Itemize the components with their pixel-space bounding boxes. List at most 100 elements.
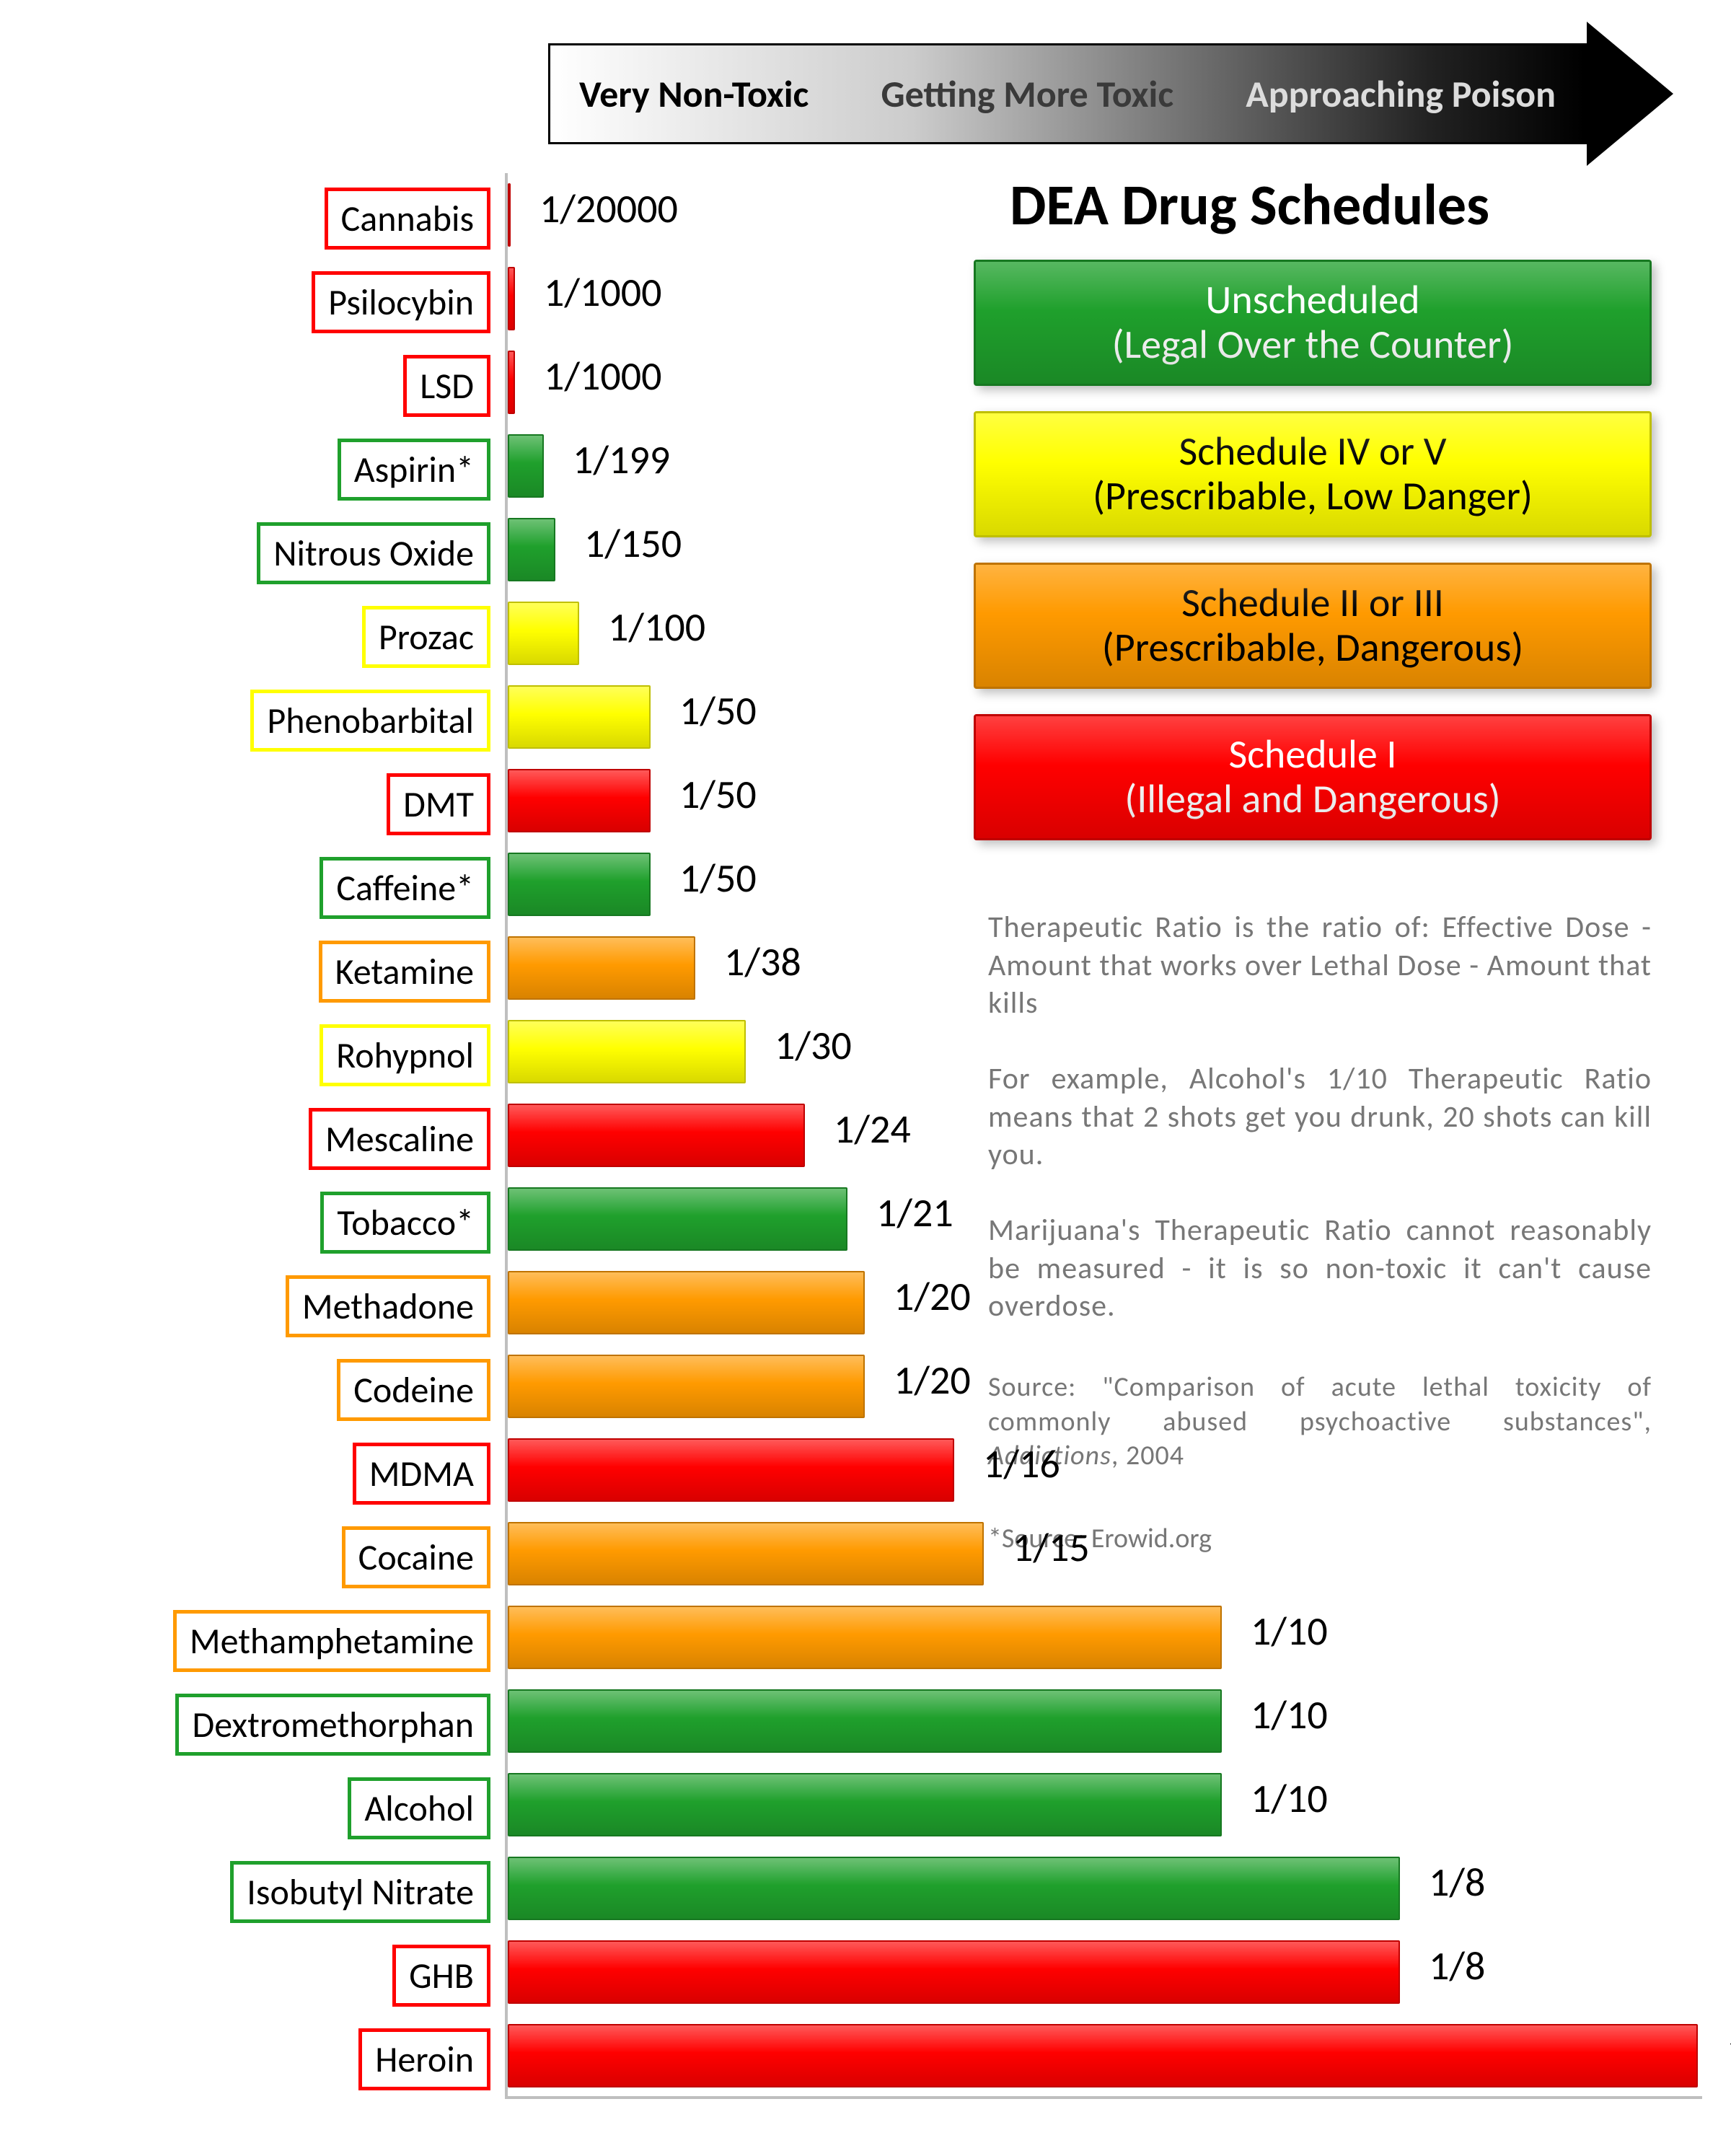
chart-row: DMT 1/50 bbox=[101, 759, 1702, 842]
chart-row: Caffeine* 1/50 bbox=[101, 842, 1702, 926]
drug-label: MDMA bbox=[353, 1443, 490, 1505]
drug-bar bbox=[508, 936, 695, 1000]
drug-ratio-value: 1/10 bbox=[1251, 1607, 1328, 1656]
arrow-label-poison: Approaching Poison bbox=[1246, 71, 1556, 117]
chart-row: Rohypnol 1/30 bbox=[101, 1010, 1702, 1094]
drug-bar bbox=[508, 853, 651, 916]
bar-chart: Cannabis 1/20000 Psilocybin 1/1000 LSD 1/1000… bbox=[101, 173, 1702, 2121]
drug-bar bbox=[508, 685, 651, 749]
drug-label: Caffeine* bbox=[320, 857, 490, 919]
drug-ratio-value: 1/20 bbox=[894, 1272, 971, 1321]
drug-bar bbox=[508, 1773, 1222, 1836]
arrow-shaft: Very Non-Toxic Getting More Toxic Approa… bbox=[548, 43, 1587, 144]
chart-row: Prozac 1/100 bbox=[101, 591, 1702, 675]
drug-label: Tobacco* bbox=[320, 1192, 490, 1254]
drug-bar bbox=[508, 1271, 865, 1334]
chart-row: Heroin1/6 bbox=[101, 2014, 1702, 2098]
drug-bar bbox=[508, 1355, 865, 1418]
arrow-head-icon bbox=[1587, 22, 1673, 166]
chart-row: Methadone 1/20 bbox=[101, 1261, 1702, 1345]
drug-bar bbox=[508, 1606, 1222, 1669]
drug-bar bbox=[508, 769, 651, 832]
drug-ratio-value: 1/100 bbox=[608, 603, 705, 652]
drug-ratio-value: 1/24 bbox=[834, 1105, 911, 1154]
drug-ratio-value: 1/21 bbox=[876, 1189, 953, 1238]
drug-label: Psilocybin bbox=[312, 271, 490, 333]
drug-ratio-value: 1/1000 bbox=[544, 268, 662, 317]
drug-bar bbox=[508, 1020, 746, 1083]
drug-label: Alcohol bbox=[348, 1777, 490, 1839]
chart-row: Nitrous Oxide 1/150 bbox=[101, 508, 1702, 591]
drug-bar bbox=[508, 1438, 954, 1502]
drug-ratio-value: 1/50 bbox=[679, 854, 757, 903]
drug-label: Mescaline bbox=[309, 1108, 490, 1170]
drug-bar bbox=[508, 1522, 984, 1585]
chart-row: Methamphetamine 1/10 bbox=[101, 1596, 1702, 1679]
drug-ratio-value: 1/15 bbox=[1013, 1523, 1090, 1572]
drug-label: LSD bbox=[403, 355, 490, 417]
drug-ratio-value: 1/50 bbox=[679, 770, 757, 819]
drug-bar bbox=[508, 1940, 1400, 2004]
drug-bar bbox=[508, 351, 515, 414]
drug-label: Dextromethorphan bbox=[175, 1694, 490, 1756]
drug-label: Rohypnol bbox=[320, 1024, 490, 1086]
drug-ratio-value: 1/20000 bbox=[539, 185, 678, 234]
drug-label: Aspirin* bbox=[338, 439, 490, 501]
drug-bar bbox=[508, 1187, 847, 1251]
drug-label: Cocaine bbox=[342, 1526, 490, 1588]
chart-row: Aspirin* 1/199 bbox=[101, 424, 1702, 508]
drug-bar bbox=[508, 267, 515, 330]
drug-label: Nitrous Oxide bbox=[257, 522, 490, 584]
drug-bar bbox=[508, 1689, 1222, 1753]
chart-row: Ketamine 1/38 bbox=[101, 926, 1702, 1010]
drug-ratio-value: 1/8 bbox=[1429, 1858, 1485, 1907]
drug-label: DMT bbox=[387, 773, 490, 835]
drug-ratio-value: 1/38 bbox=[724, 938, 801, 987]
drug-label: Heroin bbox=[358, 2028, 490, 2090]
drug-bar bbox=[508, 602, 579, 665]
drug-ratio-value: 1/20 bbox=[894, 1356, 971, 1405]
drug-label: Prozac bbox=[362, 606, 490, 668]
drug-ratio-value: 1/16 bbox=[983, 1440, 1060, 1489]
chart-row: LSD 1/1000 bbox=[101, 340, 1702, 424]
arrow-label-more-toxic: Getting More Toxic bbox=[881, 71, 1173, 117]
drug-bar bbox=[508, 434, 544, 498]
toxicity-arrow: Very Non-Toxic Getting More Toxic Approa… bbox=[548, 43, 1673, 144]
chart-row: Cannabis 1/20000 bbox=[101, 173, 1702, 257]
chart-row: GHB 1/8 bbox=[101, 1930, 1702, 2014]
drug-label: Cannabis bbox=[325, 188, 490, 250]
drug-bar bbox=[508, 183, 511, 247]
drug-label: Isobutyl Nitrate bbox=[230, 1861, 490, 1923]
drug-ratio-value: 1/30 bbox=[775, 1021, 852, 1070]
chart-row: Codeine 1/20 bbox=[101, 1345, 1702, 1428]
arrow-label-nontoxic: Very Non-Toxic bbox=[579, 71, 809, 117]
drug-bar bbox=[508, 1857, 1400, 1920]
drug-ratio-value: 1/10 bbox=[1251, 1774, 1328, 1823]
drug-label: GHB bbox=[392, 1945, 490, 2007]
drug-ratio-value: 1/6 bbox=[1727, 2025, 1731, 2074]
chart-row: Mescaline 1/24 bbox=[101, 1094, 1702, 1177]
chart-row: Isobutyl Nitrate 1/8 bbox=[101, 1847, 1702, 1930]
drug-label: Ketamine bbox=[319, 941, 490, 1003]
chart-row: Alcohol 1/10 bbox=[101, 1763, 1702, 1847]
drug-label: Methadone bbox=[286, 1275, 490, 1337]
drug-bar bbox=[508, 2024, 1698, 2087]
page: Very Non-Toxic Getting More Toxic Approa… bbox=[0, 0, 1731, 2156]
chart-row: Tobacco* 1/21 bbox=[101, 1177, 1702, 1261]
chart-row: Cocaine 1/15 bbox=[101, 1512, 1702, 1596]
drug-bar bbox=[508, 518, 555, 581]
drug-ratio-value: 1/10 bbox=[1251, 1691, 1328, 1740]
chart-row: Phenobarbital 1/50 bbox=[101, 675, 1702, 759]
chart-row: Psilocybin 1/1000 bbox=[101, 257, 1702, 340]
chart-row: MDMA 1/16 bbox=[101, 1428, 1702, 1512]
chart-row: Dextromethorphan 1/10 bbox=[101, 1679, 1702, 1763]
drug-label: Methamphetamine bbox=[173, 1610, 490, 1672]
drug-ratio-value: 1/150 bbox=[584, 519, 682, 568]
drug-ratio-value: 1/1000 bbox=[544, 352, 662, 401]
drug-label: Phenobarbital bbox=[250, 690, 490, 752]
drug-ratio-value: 1/50 bbox=[679, 687, 757, 736]
drug-ratio-value: 1/8 bbox=[1429, 1942, 1485, 1991]
drug-label: Codeine bbox=[337, 1359, 490, 1421]
drug-ratio-value: 1/199 bbox=[573, 436, 670, 485]
drug-bar bbox=[508, 1104, 805, 1167]
